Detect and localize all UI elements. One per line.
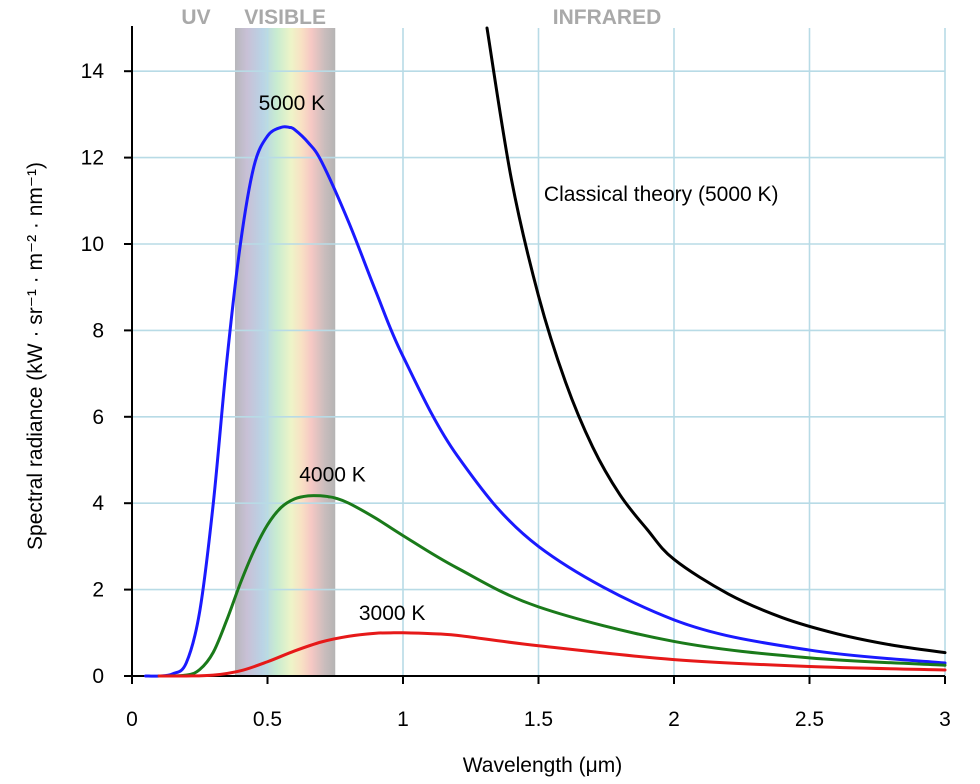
y-tick-label: 6 (92, 406, 104, 429)
visible-band (234, 28, 336, 676)
y-tick-label: 8 (92, 319, 104, 342)
y-tick-label: 0 (92, 665, 104, 688)
x-tick-label: 0 (126, 708, 138, 731)
x-tick-label: 1 (397, 708, 409, 731)
region-label-uv: UV (181, 6, 210, 29)
x-tick-label: 0.5 (253, 708, 282, 731)
region-label-visible: VISIBLE (244, 6, 326, 29)
series-line-4000-k (157, 494, 947, 678)
grid (132, 28, 946, 676)
x-axis-title: Wavelength (μm) (463, 754, 623, 777)
x-tick-label: 3 (939, 708, 951, 731)
x-tick-label: 2 (668, 708, 680, 731)
x-tick-label: 2.5 (795, 708, 824, 731)
axes: 0 0.5 1 1.5 2 2.5 3 0 2 4 6 8 10 12 14 Wavelength (μm) S… (24, 26, 951, 777)
curve-annotation: 3000 K (359, 602, 426, 625)
visible-spectrum-band (234, 28, 336, 676)
curve-annotation: 5000 K (259, 92, 326, 115)
curve-annotation: Classical theory (5000 K) (544, 183, 779, 206)
y-tick-label: 4 (92, 492, 104, 515)
y-tick-label: 2 (92, 579, 104, 602)
series-line-classical-theory-5000-k (485, 26, 947, 655)
curve-annotation: 4000 K (299, 464, 366, 487)
y-tick-label: 10 (81, 233, 104, 256)
region-label-infrared: INFRARED (553, 6, 662, 29)
labels: UV VISIBLE INFRARED 5000 K 4000 K 3000 K Class… (181, 6, 778, 625)
x-tick-label: 1.5 (524, 708, 553, 731)
y-tick-label: 12 (81, 147, 104, 170)
y-tick-label: 14 (81, 60, 105, 83)
y-axis-title: Spectral radiance (kW · sr⁻¹ · m⁻² · nm⁻… (24, 162, 47, 550)
series-line-3000-k (157, 631, 947, 678)
series (144, 26, 947, 678)
series-line-5000-k (144, 125, 947, 678)
